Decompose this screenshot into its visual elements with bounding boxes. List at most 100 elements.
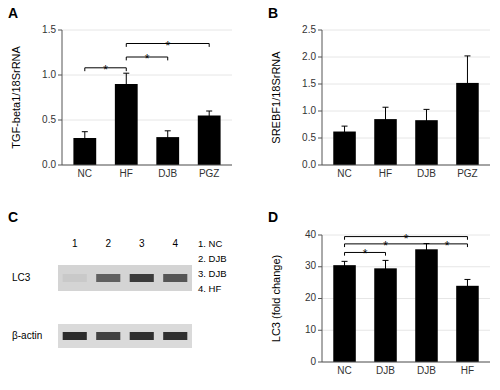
error-bar — [464, 56, 470, 110]
error-cap — [206, 111, 212, 112]
y-tick — [318, 298, 322, 299]
y-tick-label: 0.0 — [302, 159, 316, 170]
x-tick-label: NC — [337, 365, 351, 376]
bars — [333, 56, 478, 165]
grid-line — [322, 57, 490, 58]
error-cap — [123, 73, 129, 74]
band — [163, 274, 187, 282]
y-axis-label: TGF-beta1/18SrRNA — [10, 45, 22, 148]
lane-number: 1 — [72, 238, 78, 249]
error-cap — [165, 130, 171, 131]
error-bar — [423, 109, 429, 131]
bar-panel: B0.00.51.01.52.02.5NCHFDJBPGZSREBF1/18Sr… — [268, 5, 490, 179]
lane-legend: 3. DJB — [198, 268, 227, 279]
band — [130, 274, 154, 282]
error-cap — [123, 94, 129, 95]
y-tick — [318, 30, 322, 31]
y-axis — [322, 30, 323, 165]
blot-background — [58, 265, 192, 291]
y-tick-label: 1.0 — [42, 69, 56, 80]
y-axis-label: LC3 (fold change) — [270, 255, 282, 342]
y-tick-label: 1.5 — [302, 78, 316, 89]
y-tick-label: 0.0 — [42, 159, 56, 170]
y-tick-label: 0 — [310, 356, 316, 367]
error-cap — [423, 130, 429, 131]
error-whisker — [467, 56, 468, 110]
error-whisker — [385, 260, 386, 276]
grid-line — [322, 165, 490, 166]
panel-label: C — [8, 209, 18, 225]
y-tick — [318, 57, 322, 58]
y-axis — [62, 30, 63, 165]
figure: A0.00.51.01.5NCHFDJBPGZTGF-beta1/18SrRNA… — [0, 0, 500, 390]
error-whisker — [344, 261, 345, 269]
error-whisker — [126, 73, 127, 95]
band — [63, 332, 87, 340]
error-cap — [342, 268, 348, 269]
lane-legend: 2. DJB — [198, 253, 227, 264]
sig-label: * — [165, 39, 170, 53]
x-tick-label: NC — [78, 168, 92, 179]
band — [96, 332, 120, 340]
error-bar — [464, 279, 470, 292]
error-whisker — [209, 111, 210, 120]
error-cap — [464, 279, 470, 280]
error-cap — [342, 261, 348, 262]
error-cap — [165, 143, 171, 144]
row-label: β-actin — [12, 330, 42, 341]
bar — [333, 132, 356, 165]
panel-label: B — [268, 5, 278, 21]
y-tick — [318, 165, 322, 166]
x-tick-label: DJB — [158, 168, 177, 179]
x-tick-label: HF — [461, 365, 474, 376]
y-tick — [58, 30, 62, 31]
error-cap — [464, 292, 470, 293]
error-bar — [165, 131, 171, 144]
y-tick — [58, 165, 62, 166]
error-cap — [383, 276, 389, 277]
error-bar — [383, 107, 389, 131]
sig-label: * — [103, 63, 108, 77]
y-tick-label: 30 — [305, 260, 317, 271]
bar — [374, 268, 397, 362]
y-tick — [318, 330, 322, 331]
y-tick-label: 1.0 — [302, 105, 316, 116]
sig-label: * — [445, 239, 450, 253]
y-tick — [318, 111, 322, 112]
band — [63, 274, 87, 282]
bar — [456, 286, 479, 362]
error-cap — [464, 109, 470, 110]
band — [96, 274, 120, 282]
x-tick-label: HF — [120, 168, 133, 179]
grid-line — [62, 30, 232, 31]
panel-label: D — [268, 209, 278, 225]
y-tick — [318, 235, 322, 236]
error-cap — [464, 55, 470, 56]
y-tick-label: 2.0 — [302, 51, 316, 62]
error-whisker — [344, 126, 345, 137]
bars — [73, 73, 220, 165]
y-axis-label: SREBF1/18SrRNA — [270, 51, 282, 144]
error-cap — [383, 107, 389, 108]
error-bar — [82, 132, 88, 145]
sig-label: * — [383, 239, 388, 253]
lane-number: 4 — [172, 238, 178, 249]
band — [130, 332, 154, 340]
x-tick-label: PGZ — [457, 168, 478, 179]
background — [0, 0, 500, 390]
x-axis — [62, 165, 232, 166]
lane-number: 2 — [105, 238, 111, 249]
blot-background — [58, 324, 192, 348]
sig-label: * — [363, 247, 368, 261]
y-tick — [318, 362, 322, 363]
grid-line — [62, 165, 232, 166]
lane-legend: 1. NC — [198, 238, 222, 249]
bars — [333, 244, 478, 362]
error-cap — [342, 126, 348, 127]
error-cap — [383, 260, 389, 261]
y-tick-label: 1.5 — [42, 24, 56, 35]
y-tick-label: 10 — [305, 324, 317, 335]
error-cap — [342, 136, 348, 137]
grid-line — [322, 362, 490, 363]
y-tick — [318, 138, 322, 139]
